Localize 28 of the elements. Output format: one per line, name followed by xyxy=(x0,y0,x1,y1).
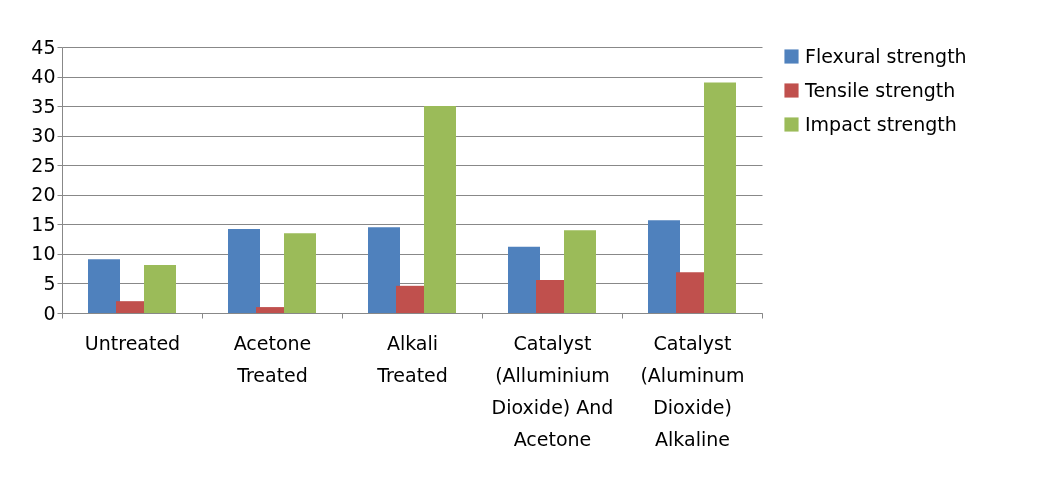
y-tick-label: 15 xyxy=(31,212,56,235)
x-tick-label: Untreated xyxy=(84,331,181,354)
y-tick-label: 35 xyxy=(31,94,56,117)
bar xyxy=(564,230,596,313)
y-tick-label: 45 xyxy=(31,35,56,58)
bar xyxy=(368,227,400,313)
legend-label: Impact strength xyxy=(805,112,957,135)
bar xyxy=(144,265,176,313)
y-tick-label: 10 xyxy=(31,242,56,265)
bar xyxy=(284,233,316,313)
y-tick-label: 5 xyxy=(43,271,56,294)
y-tick-label: 30 xyxy=(31,124,56,147)
legend-label: Tensile strength xyxy=(804,78,956,101)
bar xyxy=(88,259,120,313)
x-tick-label: Alkali Treated xyxy=(376,331,448,386)
bar xyxy=(508,246,540,313)
bar xyxy=(648,220,680,313)
x-tick-label: Catalyst (Alluminium Dioxide) And Acetone xyxy=(491,331,614,450)
bar xyxy=(704,82,736,313)
y-tick-label: 25 xyxy=(31,153,56,176)
y-tick-label: 40 xyxy=(31,65,56,88)
y-tick-label: 20 xyxy=(31,183,56,206)
x-tick-label: Acetone Treated xyxy=(233,331,312,386)
x-tick-label: Catalyst (Aluminum Dioxide) Alkaline xyxy=(640,331,745,450)
legend-label: Flexural strength xyxy=(805,44,967,67)
y-tick-label: 0 xyxy=(43,301,56,324)
bar xyxy=(228,229,260,313)
bar xyxy=(424,106,456,313)
